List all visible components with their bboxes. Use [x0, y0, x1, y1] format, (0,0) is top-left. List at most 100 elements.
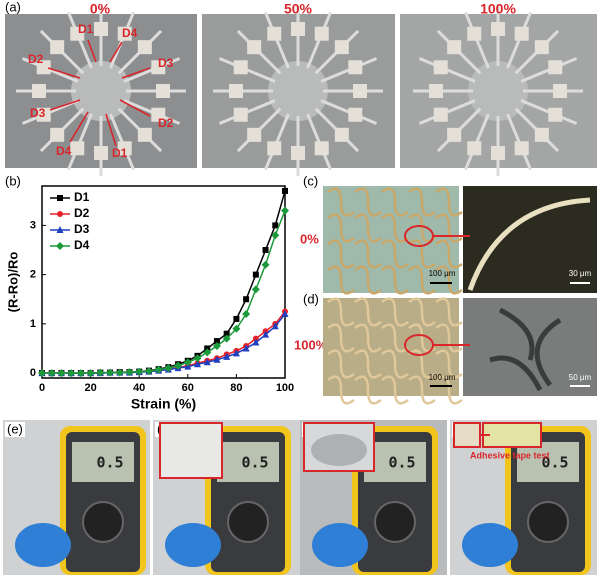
clamp — [137, 40, 152, 55]
clamp — [267, 141, 282, 156]
clamp — [32, 84, 46, 98]
marker — [223, 330, 230, 337]
serpentine — [327, 213, 355, 243]
marker — [125, 368, 134, 377]
meter-reading: 0.5 — [241, 454, 268, 472]
clamp — [467, 141, 482, 156]
clamp — [291, 146, 305, 160]
marker — [47, 369, 56, 378]
glove — [462, 523, 518, 567]
clamp — [117, 26, 132, 41]
clamp — [229, 84, 243, 98]
strain-label: 100% — [294, 337, 328, 352]
meter-reading: 0.5 — [541, 454, 568, 472]
marker — [261, 260, 270, 269]
inset-caption: Adhesive tape test — [470, 450, 550, 460]
serpentine — [327, 375, 355, 405]
marker — [281, 206, 289, 215]
clamp — [70, 141, 85, 156]
marker — [193, 354, 202, 363]
scale-bar: 30 μm — [569, 269, 592, 278]
clamp — [353, 84, 367, 98]
clamp — [447, 127, 462, 142]
clamp — [334, 40, 349, 55]
legend-label: D4 — [74, 238, 90, 252]
serpentine — [381, 239, 409, 269]
strain-label: 0% — [300, 231, 319, 246]
marker — [203, 358, 211, 366]
marker — [154, 365, 163, 374]
marker — [272, 222, 279, 229]
marker — [194, 360, 202, 368]
clamp — [94, 146, 108, 160]
label-bg — [5, 422, 25, 437]
plot-frame — [41, 185, 286, 379]
electrode-label: D3 — [158, 56, 174, 70]
meter-dial — [527, 501, 569, 543]
clamp — [433, 107, 448, 122]
chart: 0 20 40 60 80 100 0 1 2 3 Strain (%) (R-Ro)/Ro D1 D2 D… — [5, 185, 294, 412]
marker — [213, 355, 221, 363]
marker — [67, 369, 76, 378]
legend-label: D2 — [74, 206, 90, 220]
glove — [312, 523, 368, 567]
serpentine — [408, 213, 436, 243]
inset — [159, 422, 223, 479]
marker — [174, 361, 183, 370]
serpentine — [381, 297, 409, 327]
clamp — [433, 60, 448, 75]
clamp — [553, 84, 567, 98]
marker — [243, 296, 250, 303]
glove — [15, 523, 71, 567]
serpentine — [354, 187, 382, 217]
serpentine — [435, 187, 463, 217]
meter-dial — [227, 501, 269, 543]
clamp — [467, 26, 482, 41]
micrographs — [323, 186, 597, 405]
serpentine — [408, 239, 436, 269]
x-tick-label: 0 — [39, 382, 45, 394]
x-axis-title: Strain (%) — [131, 396, 196, 412]
serpentine — [354, 375, 382, 405]
marker — [232, 349, 240, 357]
panel-label: (d) — [303, 291, 319, 306]
y-tick-label: 1 — [30, 318, 36, 330]
clamp — [36, 107, 51, 122]
serpentine — [435, 375, 463, 405]
clamp — [36, 60, 51, 75]
marker — [213, 338, 220, 345]
marker — [212, 342, 221, 350]
clamp — [548, 107, 563, 122]
clamp — [50, 127, 65, 142]
serpentine — [435, 239, 463, 269]
glove — [165, 523, 221, 567]
serpentine — [435, 323, 463, 353]
arrows — [47, 39, 151, 147]
marker — [252, 271, 259, 278]
serpentine — [354, 265, 382, 295]
meter-dial — [374, 501, 416, 543]
clamp — [548, 60, 563, 75]
x-tick-label: 80 — [230, 382, 242, 394]
clamp — [70, 26, 85, 41]
serpentine — [381, 187, 409, 217]
clamp — [247, 40, 262, 55]
marker — [252, 338, 260, 346]
serpentine — [354, 349, 382, 379]
marker — [271, 322, 279, 330]
clamp — [291, 22, 305, 36]
meter-reading: 0.5 — [96, 454, 123, 472]
y-tick-label: 2 — [30, 269, 36, 281]
marker — [281, 310, 289, 317]
strain-title: 0% — [90, 1, 111, 17]
serpentine — [354, 239, 382, 269]
marker — [135, 367, 144, 376]
serpentine — [327, 297, 355, 327]
series-line — [42, 311, 286, 374]
x-tick-label: 60 — [182, 382, 194, 394]
legend-label: D3 — [74, 222, 90, 236]
clamp — [94, 22, 108, 36]
marker — [86, 369, 95, 378]
electrode-label: D2 — [158, 116, 174, 130]
